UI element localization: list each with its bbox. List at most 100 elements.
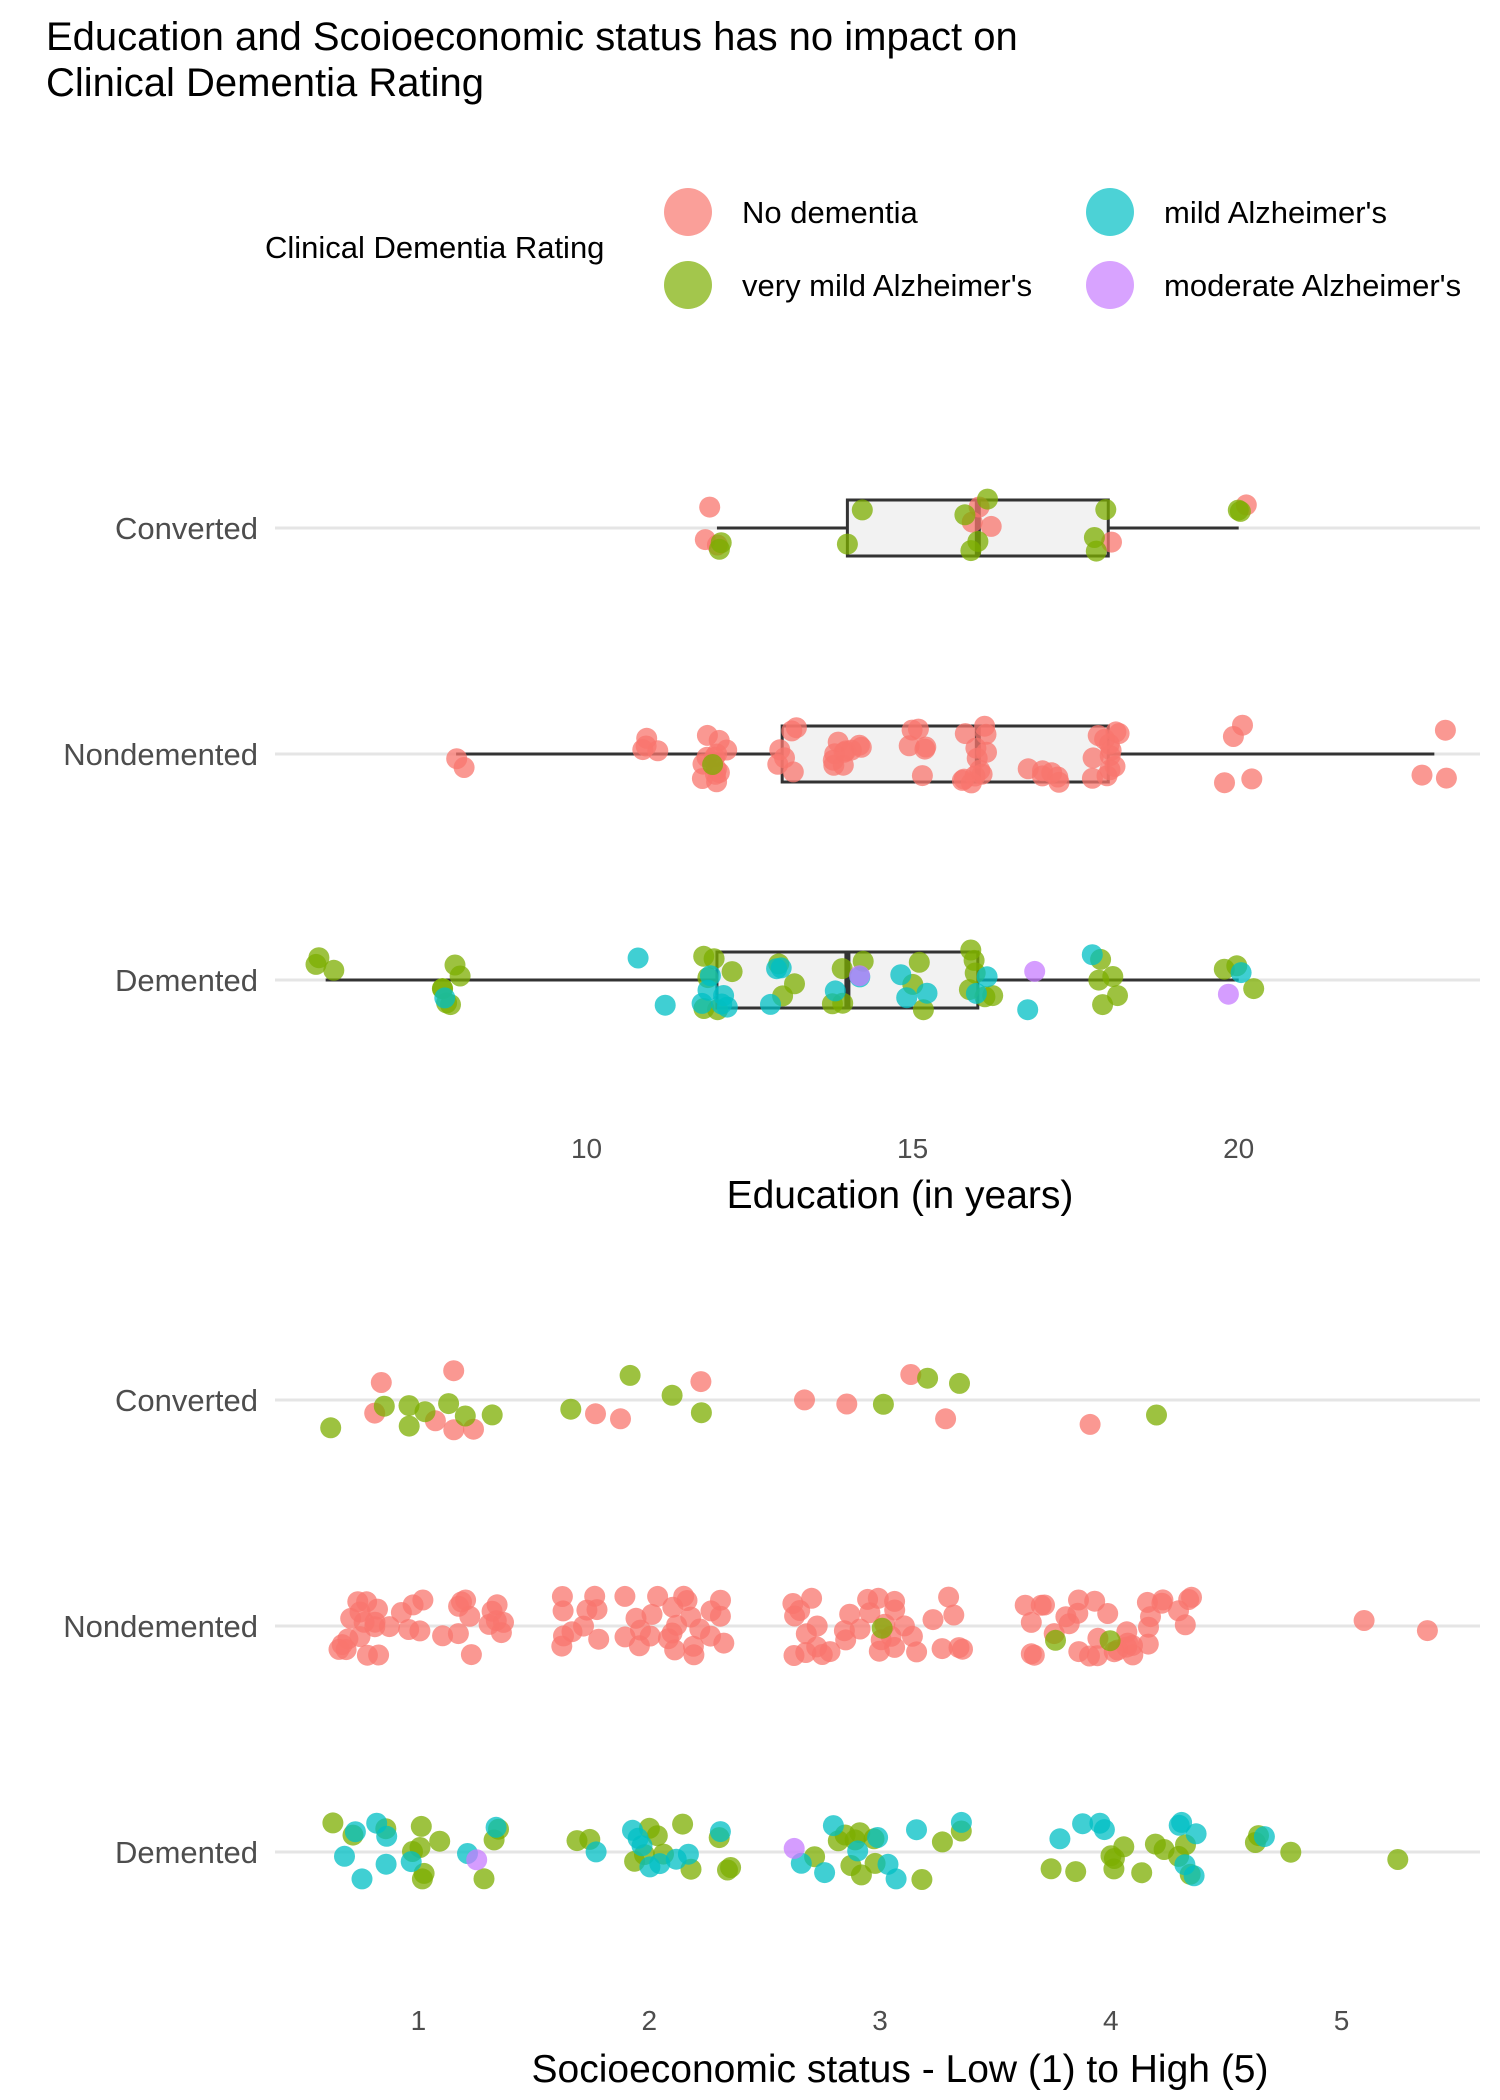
data-point (702, 754, 724, 775)
data-point (1174, 1614, 1196, 1636)
data-point (836, 1393, 858, 1415)
data-point (566, 1830, 588, 1852)
data-point (1095, 499, 1117, 520)
data-point (801, 1587, 823, 1609)
legend-label: No dementia (742, 195, 919, 230)
points (305, 488, 1457, 1021)
data-point (349, 1601, 371, 1623)
x-tick-label: 5 (1334, 2005, 1350, 2036)
data-point (493, 1611, 514, 1633)
legend-label: very mild Alzheimer's (742, 268, 1032, 303)
data-point (689, 1618, 711, 1640)
data-point (709, 1821, 731, 1843)
data-point (434, 987, 456, 1009)
data-point (868, 1640, 890, 1662)
data-point (851, 499, 873, 521)
data-point (1079, 1413, 1101, 1435)
data-point (1131, 1862, 1153, 1884)
data-point (1280, 1841, 1302, 1863)
x-tick-label: 4 (1103, 2005, 1119, 2036)
data-point (1049, 1828, 1071, 1850)
data-point (664, 1639, 686, 1661)
data-point (872, 1393, 894, 1415)
data-point (824, 980, 846, 1002)
data-point (666, 1614, 688, 1636)
data-point (1435, 767, 1457, 789)
data-point (560, 1398, 582, 1420)
legend-key (664, 261, 712, 309)
data-point (1140, 1606, 1161, 1628)
data-point (410, 1815, 432, 1837)
category-label: Demented (115, 1835, 258, 1870)
data-point (822, 1815, 844, 1837)
x-tick-label: 1 (411, 2005, 427, 2036)
data-point (935, 1408, 957, 1430)
data-point (588, 1628, 610, 1650)
data-point (1082, 747, 1104, 769)
data-point (976, 966, 998, 988)
data-point (322, 1812, 344, 1834)
data-point (795, 1642, 817, 1663)
data-point (1085, 540, 1107, 562)
data-point (627, 947, 649, 969)
data-point (370, 1372, 392, 1393)
data-point (690, 1371, 712, 1393)
data-point (1116, 1621, 1138, 1643)
data-point (400, 1851, 422, 1873)
data-point (1227, 499, 1249, 521)
data-point (1098, 733, 1120, 755)
data-point (459, 1605, 481, 1627)
data-point (1101, 531, 1122, 553)
data-point (1387, 1849, 1409, 1870)
legend-label: mild Alzheimer's (1164, 195, 1387, 230)
x-tick-label: 3 (872, 2005, 888, 2036)
data-point (690, 1402, 712, 1424)
data-point (948, 1637, 970, 1659)
data-point (1222, 726, 1244, 747)
data-point (943, 1604, 965, 1626)
data-point (334, 1845, 355, 1867)
data-point (443, 1360, 465, 1382)
data-point (906, 1641, 928, 1663)
data-point (980, 515, 1002, 537)
data-point (1017, 758, 1039, 780)
data-point (911, 1869, 933, 1890)
data-point (898, 735, 920, 757)
legend-item: mild Alzheimer's (1086, 188, 1387, 236)
data-point (1241, 768, 1263, 790)
data-point (323, 959, 345, 981)
data-point (665, 1848, 687, 1870)
data-point (969, 759, 991, 781)
data-point (916, 982, 938, 1004)
data-point (1181, 1586, 1202, 1608)
legend-item: moderate Alzheimer's (1086, 261, 1461, 309)
points (320, 1360, 1438, 1890)
data-point (398, 1415, 420, 1437)
data-point (950, 1811, 972, 1833)
data-point (364, 1616, 386, 1638)
chart-title-line1: Education and Scoioeconomic status has n… (46, 15, 1018, 59)
data-point (1411, 764, 1433, 786)
legend-item: very mild Alzheimer's (664, 261, 1032, 309)
data-point (1068, 1641, 1090, 1663)
data-point (977, 488, 998, 510)
data-point (453, 757, 475, 778)
data-point (444, 954, 466, 976)
data-point (1104, 755, 1126, 777)
data-point (911, 765, 933, 787)
data-point (1024, 960, 1046, 982)
x-tick-label: 20 (1223, 1133, 1254, 1164)
data-point (585, 1841, 607, 1863)
data-point (1017, 999, 1039, 1021)
data-point (454, 1405, 476, 1427)
data-point (1081, 767, 1103, 789)
data-point (699, 496, 721, 518)
data-point (328, 1638, 350, 1660)
data-point (432, 1625, 454, 1647)
data-point (320, 1417, 342, 1439)
data-point (1214, 772, 1235, 794)
data-point (1243, 978, 1265, 1000)
data-point (836, 533, 858, 555)
data-point (628, 1635, 650, 1657)
data-point (1058, 1613, 1080, 1635)
